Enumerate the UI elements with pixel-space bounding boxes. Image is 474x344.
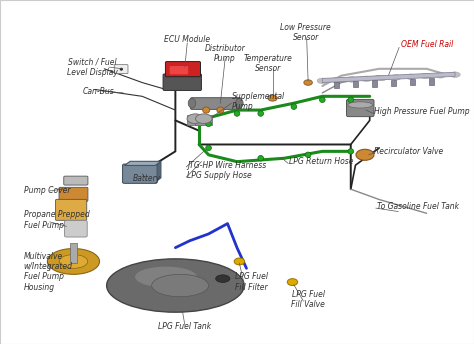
Polygon shape xyxy=(322,72,455,83)
Ellipse shape xyxy=(202,107,210,113)
FancyBboxPatch shape xyxy=(64,221,87,237)
Text: Low Pressure
Sensor: Low Pressure Sensor xyxy=(280,23,331,42)
Bar xyxy=(70,243,77,263)
Bar xyxy=(429,78,434,85)
Text: High Pressure Fuel Pump: High Pressure Fuel Pump xyxy=(374,107,470,116)
Ellipse shape xyxy=(234,111,240,116)
Ellipse shape xyxy=(258,155,264,161)
Ellipse shape xyxy=(135,267,197,287)
Ellipse shape xyxy=(420,73,431,79)
FancyBboxPatch shape xyxy=(187,115,203,125)
Text: Supplemental
Pump: Supplemental Pump xyxy=(232,92,285,111)
Ellipse shape xyxy=(291,104,297,109)
Ellipse shape xyxy=(348,102,373,108)
FancyBboxPatch shape xyxy=(165,62,201,77)
Text: Propane Prepped
Fuel Pump: Propane Prepped Fuel Pump xyxy=(24,211,90,230)
Ellipse shape xyxy=(450,72,460,77)
Ellipse shape xyxy=(406,74,416,79)
Ellipse shape xyxy=(47,248,100,275)
Ellipse shape xyxy=(236,98,243,108)
FancyBboxPatch shape xyxy=(191,98,241,109)
Ellipse shape xyxy=(59,255,88,268)
Ellipse shape xyxy=(346,77,357,82)
Ellipse shape xyxy=(258,111,264,116)
Bar xyxy=(353,81,358,87)
Ellipse shape xyxy=(317,78,328,84)
Text: Multivalve
w/Integrated
Fuel Pump
Housing: Multivalve w/Integrated Fuel Pump Housin… xyxy=(24,252,73,292)
Bar xyxy=(372,80,377,87)
Ellipse shape xyxy=(234,258,245,265)
FancyBboxPatch shape xyxy=(59,187,88,201)
Text: Temperature
Sensor: Temperature Sensor xyxy=(243,54,292,73)
FancyBboxPatch shape xyxy=(195,115,212,125)
Ellipse shape xyxy=(287,279,298,286)
Polygon shape xyxy=(124,161,161,165)
Text: LPG Supply Hose: LPG Supply Hose xyxy=(187,171,252,180)
Text: JTG-HP Wire Harness: JTG-HP Wire Harness xyxy=(187,161,266,170)
Text: Battery: Battery xyxy=(133,174,161,183)
Text: ECU Module: ECU Module xyxy=(164,35,210,44)
Ellipse shape xyxy=(268,95,277,101)
FancyBboxPatch shape xyxy=(114,65,128,74)
Text: LPG Fuel
Fill Valve: LPG Fuel Fill Valve xyxy=(291,290,325,309)
Text: LPG Fuel
Fill Filter: LPG Fuel Fill Filter xyxy=(235,272,268,292)
Ellipse shape xyxy=(356,149,374,160)
FancyBboxPatch shape xyxy=(64,176,88,185)
Ellipse shape xyxy=(435,73,446,78)
Text: Recirculator Valve: Recirculator Valve xyxy=(374,147,444,156)
FancyBboxPatch shape xyxy=(122,164,157,183)
Ellipse shape xyxy=(348,149,354,154)
Ellipse shape xyxy=(319,97,325,103)
Ellipse shape xyxy=(206,121,211,127)
FancyBboxPatch shape xyxy=(163,74,201,90)
Ellipse shape xyxy=(216,275,230,282)
Ellipse shape xyxy=(332,77,342,83)
FancyBboxPatch shape xyxy=(170,66,188,74)
Bar xyxy=(410,79,415,85)
Ellipse shape xyxy=(188,98,196,108)
Text: To Gasoline Fuel Tank: To Gasoline Fuel Tank xyxy=(377,202,459,211)
Ellipse shape xyxy=(217,107,224,113)
Text: Pump Cover: Pump Cover xyxy=(24,186,70,195)
Bar xyxy=(391,80,396,86)
Ellipse shape xyxy=(120,68,123,71)
Ellipse shape xyxy=(304,80,312,85)
Ellipse shape xyxy=(376,75,386,81)
Ellipse shape xyxy=(348,97,354,103)
Ellipse shape xyxy=(152,274,209,297)
Text: Switch / Fuel
Level Display: Switch / Fuel Level Display xyxy=(67,57,118,77)
Ellipse shape xyxy=(187,114,203,123)
Text: OEM Fuel Rail: OEM Fuel Rail xyxy=(401,40,453,49)
Ellipse shape xyxy=(195,114,212,123)
Ellipse shape xyxy=(107,259,244,312)
Ellipse shape xyxy=(361,76,372,82)
FancyBboxPatch shape xyxy=(346,99,374,117)
Text: Can-Bus: Can-Bus xyxy=(83,87,115,96)
Bar xyxy=(334,82,339,88)
Text: LPG Fuel Tank: LPG Fuel Tank xyxy=(158,322,211,331)
Ellipse shape xyxy=(305,152,311,158)
Text: Distributor
Pump: Distributor Pump xyxy=(205,44,246,63)
Ellipse shape xyxy=(391,75,401,80)
FancyBboxPatch shape xyxy=(55,199,87,220)
Ellipse shape xyxy=(206,145,211,151)
Text: LPG Return Hose: LPG Return Hose xyxy=(289,157,354,166)
Polygon shape xyxy=(155,161,161,182)
